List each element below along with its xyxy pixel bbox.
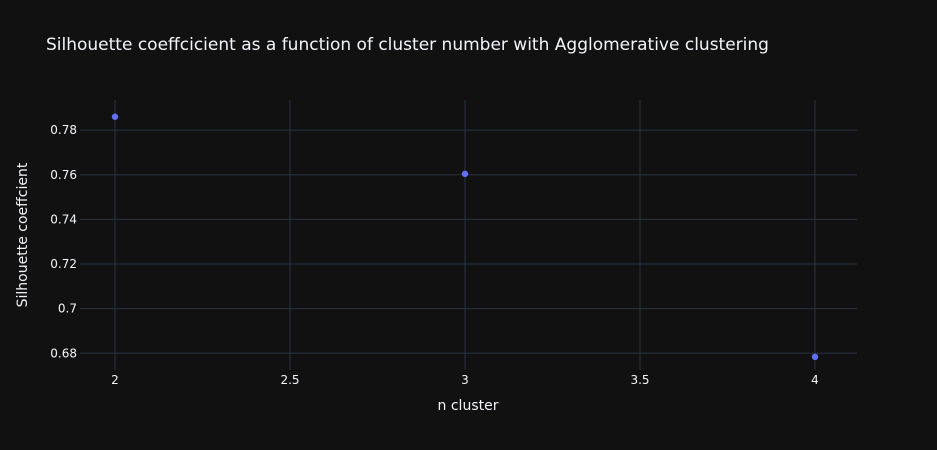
x-tick-label: 2 bbox=[111, 373, 119, 387]
y-tick-label: 0.78 bbox=[50, 123, 77, 137]
data-points bbox=[111, 113, 819, 361]
y-tick-label: 0.74 bbox=[50, 212, 77, 226]
chart-title: Silhouette coeffcicient as a function of… bbox=[46, 35, 769, 55]
x-tick-label: 2.5 bbox=[280, 373, 299, 387]
x-tick-label: 3.5 bbox=[630, 373, 649, 387]
y-tick-label: 0.68 bbox=[50, 346, 77, 360]
y-axis-title: Silhouette coeffcient bbox=[15, 162, 31, 307]
data-point[interactable] bbox=[461, 170, 469, 178]
grid bbox=[80, 100, 857, 370]
x-axis-ticks: 2 2.5 3 3.5 4 bbox=[111, 373, 819, 387]
y-tick-label: 0.72 bbox=[50, 257, 77, 271]
y-tick-label: 0.7 bbox=[58, 302, 77, 316]
x-axis-title: n cluster bbox=[438, 398, 499, 414]
y-tick-label: 0.76 bbox=[50, 168, 77, 182]
y-axis-ticks: 0.68 0.7 0.72 0.74 0.76 0.78 bbox=[50, 123, 77, 360]
data-point[interactable] bbox=[811, 353, 819, 361]
data-point[interactable] bbox=[111, 113, 119, 120]
x-tick-label: 3 bbox=[461, 373, 469, 387]
x-tick-label: 4 bbox=[811, 373, 819, 387]
